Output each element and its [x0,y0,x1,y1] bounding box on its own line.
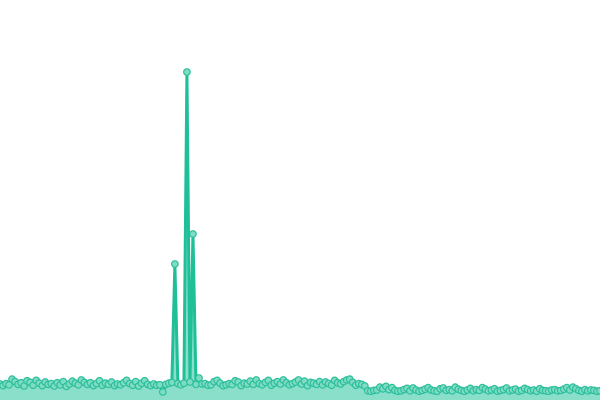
data-point [189,230,197,238]
data-point [170,260,179,268]
data-point [158,388,167,396]
markers [0,68,600,396]
data-point [183,68,191,76]
series-line [0,70,600,394]
data-point [195,374,203,382]
area-fill [0,72,600,400]
data-point [596,386,600,395]
